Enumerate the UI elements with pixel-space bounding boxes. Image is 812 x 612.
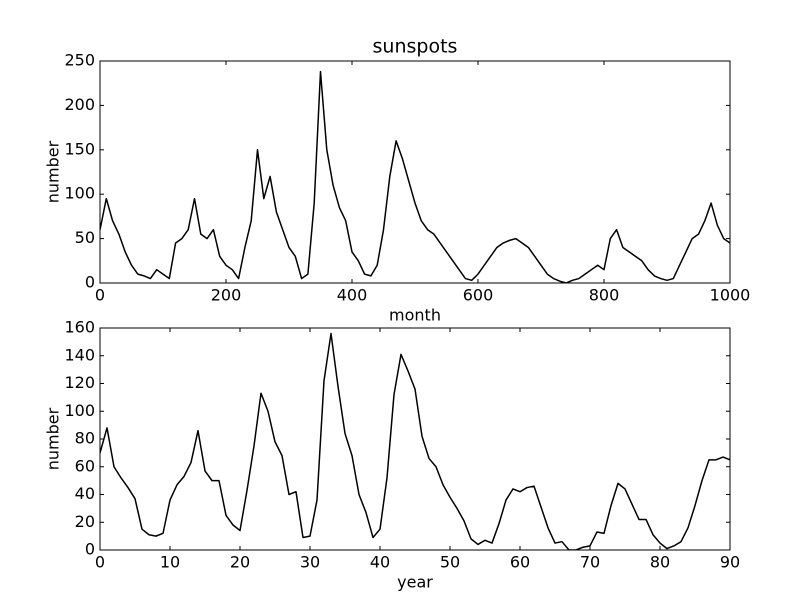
y-tick-label: 100: [64, 401, 95, 420]
x-tick-label: 60: [510, 553, 530, 572]
y-tick-label: 50: [75, 228, 95, 247]
plot-frame: [99, 60, 731, 284]
y-axis-label: number: [44, 407, 63, 470]
y-tick-label: 200: [64, 95, 95, 114]
x-tick-label: 0: [95, 286, 105, 305]
y-tick-label: 0: [85, 273, 95, 292]
x-tick-label: 1000: [710, 286, 751, 305]
x-axis-label: month: [389, 306, 441, 325]
x-tick-label: 70: [580, 553, 600, 572]
x-tick-label: 10: [160, 553, 180, 572]
y-tick-label: 120: [64, 373, 95, 392]
chart-title: sunspots: [373, 36, 458, 58]
x-tick-label: 20: [230, 553, 250, 572]
data-line: [100, 70, 730, 283]
y-tick-label: 100: [64, 184, 95, 203]
x-tick-label: 90: [720, 553, 740, 572]
y-tick-label: 80: [75, 429, 95, 448]
y-tick-label: 0: [85, 540, 95, 559]
data-line: [100, 332, 730, 550]
x-tick-label: 800: [589, 286, 620, 305]
y-tick-label: 60: [75, 456, 95, 475]
y-tick-label: 40: [75, 484, 95, 503]
x-tick-label: 400: [337, 286, 368, 305]
y-tick-label: 140: [64, 345, 95, 364]
x-tick-label: 600: [463, 286, 494, 305]
x-tick-label: 80: [650, 553, 670, 572]
y-tick-label: 150: [64, 139, 95, 158]
x-tick-label: 0: [95, 553, 105, 572]
x-tick-label: 30: [300, 553, 320, 572]
x-tick-label: 50: [440, 553, 460, 572]
y-tick-label: 20: [75, 512, 95, 531]
x-axis-label: year: [397, 573, 433, 592]
y-tick-label: 160: [64, 318, 95, 337]
y-axis-label: number: [44, 140, 63, 203]
y-tick-label: 250: [64, 51, 95, 70]
x-tick-label: 40: [370, 553, 390, 572]
plot-frame: [99, 327, 731, 551]
x-tick-label: 200: [211, 286, 242, 305]
